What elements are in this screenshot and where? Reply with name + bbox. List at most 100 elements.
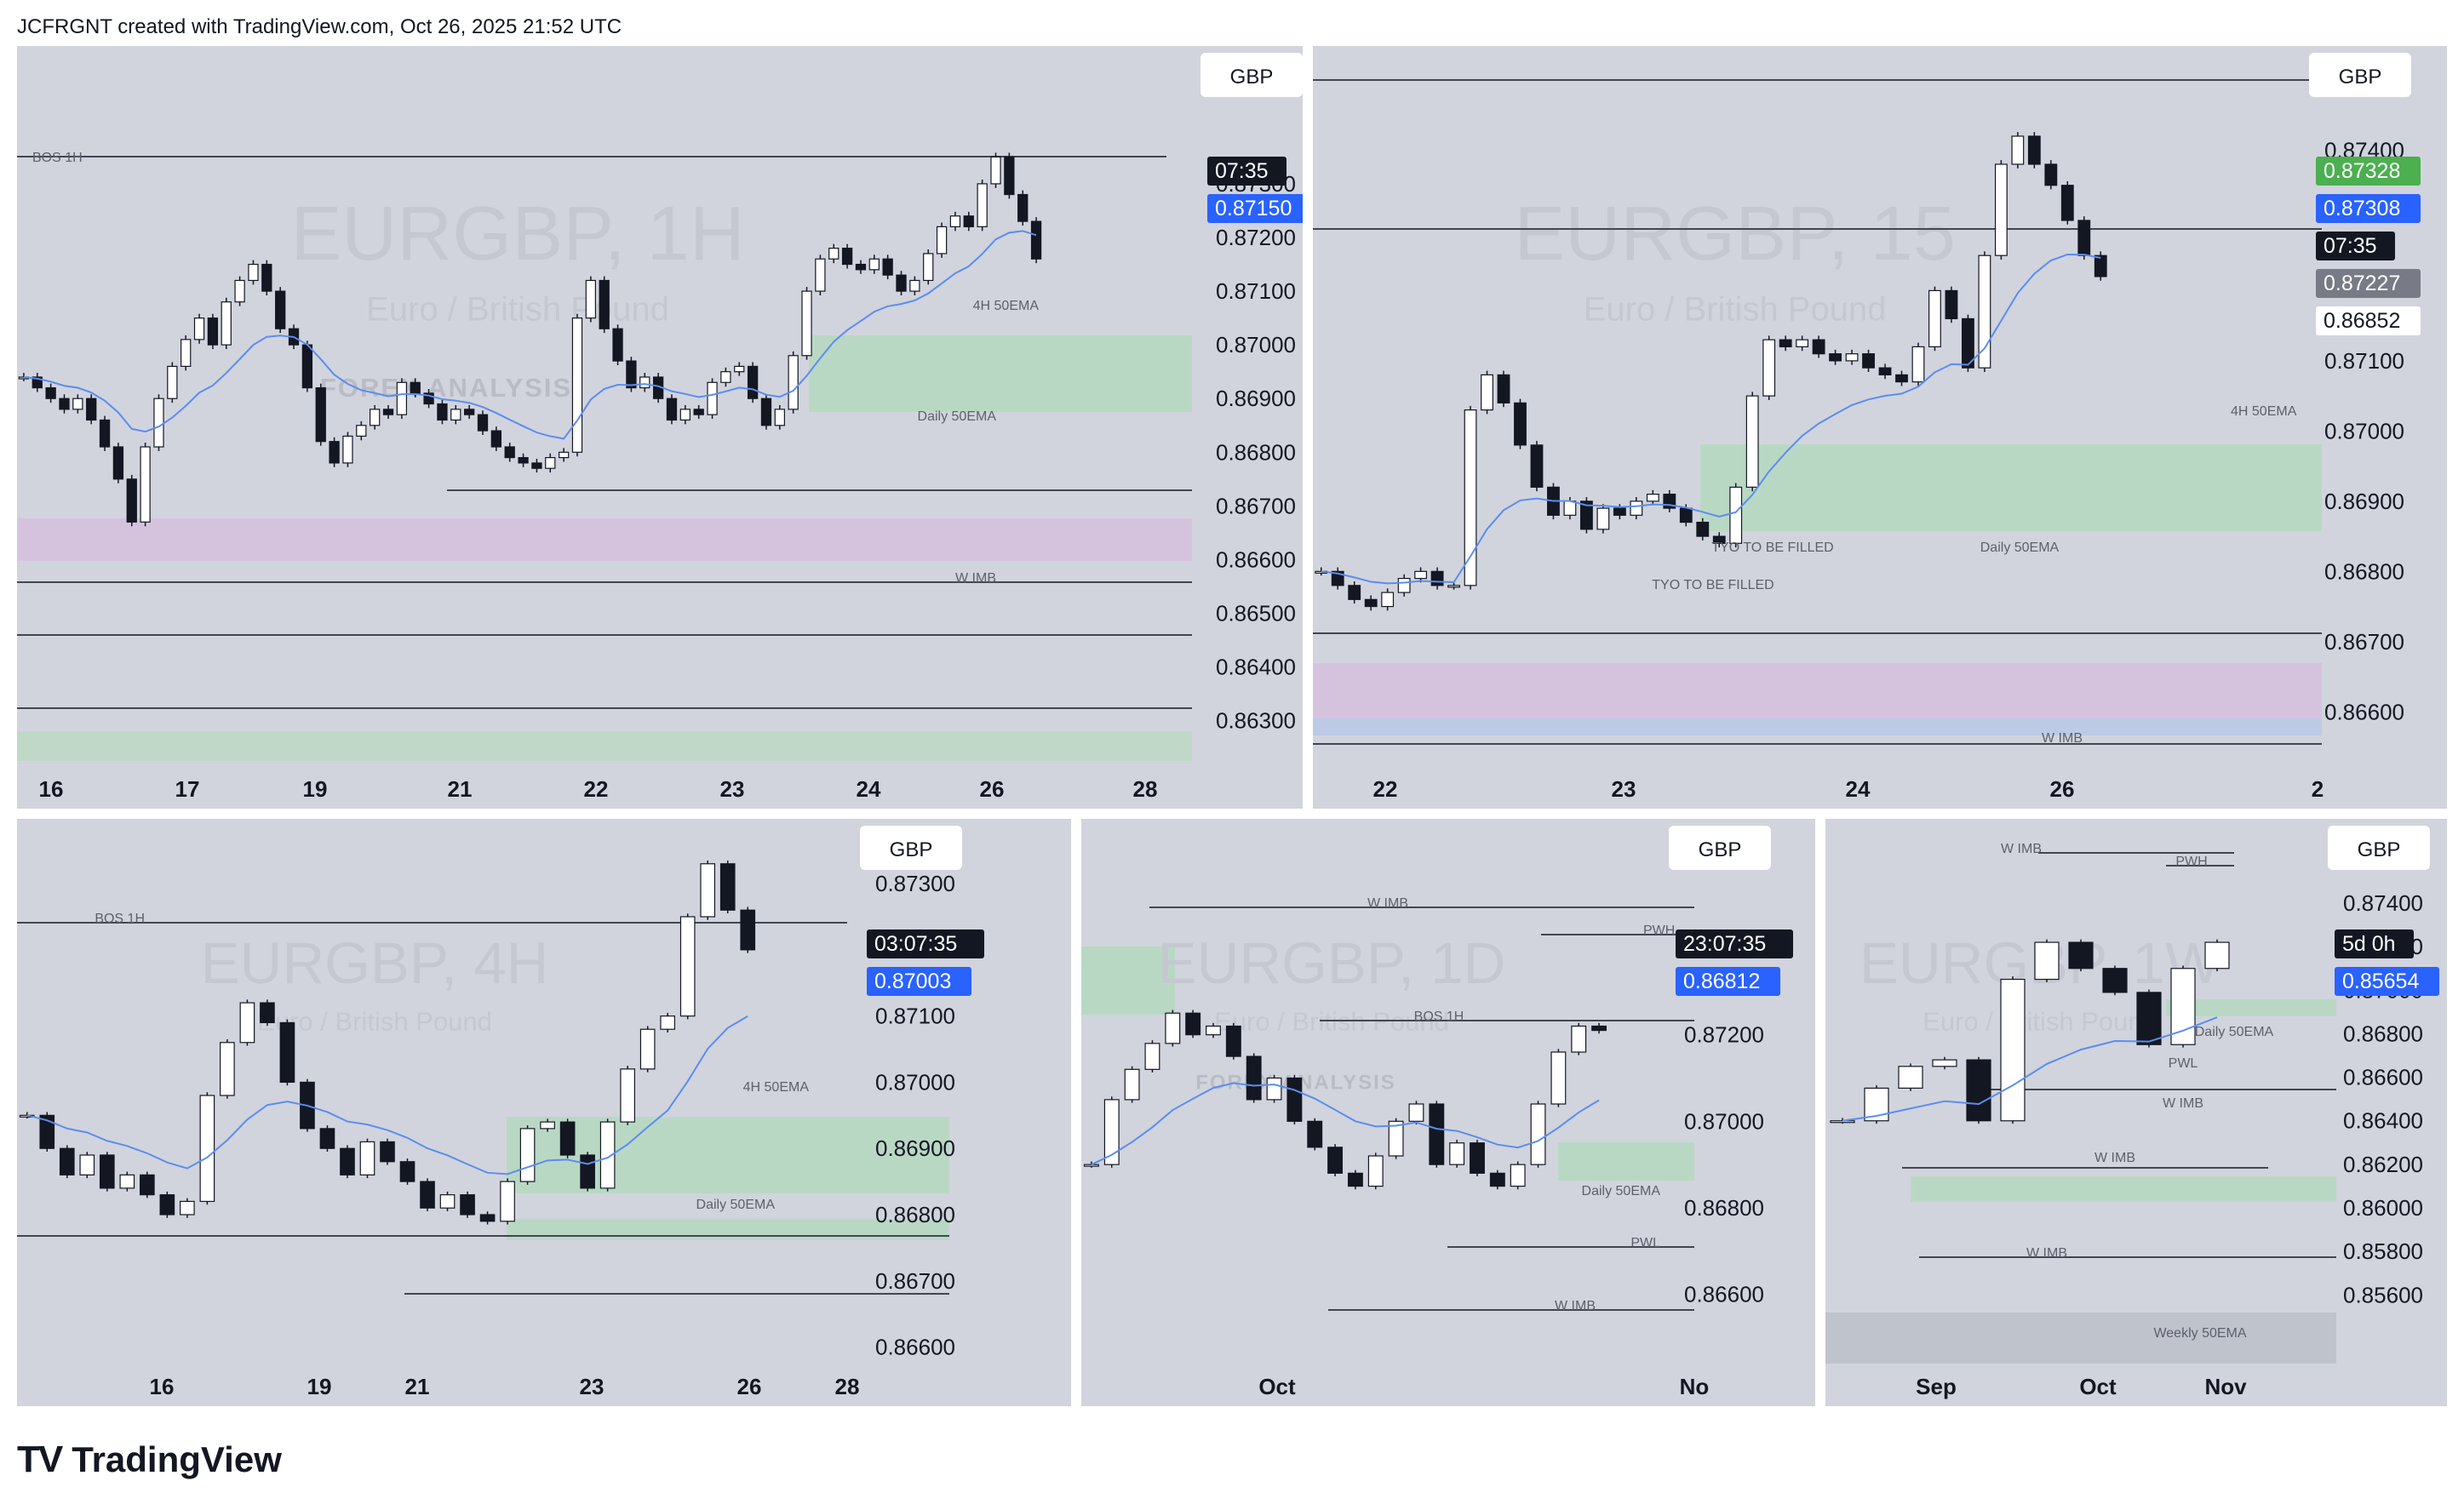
ema-line bbox=[1842, 1016, 2218, 1122]
time-tick-label: 26 bbox=[2050, 776, 2075, 802]
annotation-label: BOS 1H bbox=[95, 912, 145, 926]
watermark-name: Euro / British Pound bbox=[1922, 1006, 2157, 1036]
candle-body bbox=[2000, 978, 2026, 1122]
price-tick-label: 0.87100 bbox=[875, 1004, 955, 1029]
annotation-label: Weekly 50EMA bbox=[2153, 1326, 2246, 1341]
time-tick-label: 23 bbox=[1612, 776, 1636, 802]
candle-body bbox=[1829, 353, 1842, 362]
candle-body bbox=[79, 1154, 95, 1175]
candle-body bbox=[2034, 941, 2060, 981]
candle-body bbox=[99, 419, 111, 448]
candle-body bbox=[181, 339, 192, 367]
price-badge-label: 0.87227 bbox=[2324, 272, 2400, 295]
zone-box bbox=[2166, 999, 2336, 1016]
annotation-label: TYO TO BE FILLED bbox=[1711, 541, 1833, 555]
candle-body bbox=[936, 226, 948, 255]
chart-panel-1w[interactable]: EURGBP, 1W Euro / British Pound W IMB PWH Da… bbox=[1825, 819, 2447, 1406]
candle-body bbox=[1729, 486, 1743, 544]
candle-body bbox=[423, 392, 434, 405]
candle-body bbox=[1945, 289, 1958, 320]
candle-body bbox=[519, 1128, 536, 1182]
chart-panel-1h[interactable]: EURGBP, 1H Euro / British Pound FOREX ANAL… bbox=[17, 46, 1303, 809]
candle-body bbox=[1591, 1025, 1607, 1032]
candle-body bbox=[990, 156, 1001, 185]
candle-body bbox=[126, 478, 137, 523]
price-tick-label: 0.87100 bbox=[2324, 348, 2404, 374]
candle-body bbox=[1994, 163, 2008, 256]
price-tick-label: 0.86700 bbox=[875, 1268, 955, 1294]
candle-body bbox=[1812, 339, 1825, 355]
price-tick-label: 0.86800 bbox=[875, 1202, 955, 1227]
candle-body bbox=[1978, 255, 1991, 369]
candle-body bbox=[1225, 1025, 1241, 1057]
price-badge-label: 03:07:35 bbox=[874, 932, 957, 956]
candle-body bbox=[72, 398, 83, 410]
candle-body bbox=[2060, 185, 2074, 221]
annotation-label: Daily 50EMA bbox=[1582, 1184, 1661, 1198]
watermark-name: Euro / British Pound bbox=[366, 291, 669, 329]
chart-panel-1d[interactable]: EURGBP, 1D Euro / British Pound FOREX ANAL… bbox=[1081, 819, 1815, 1406]
price-tick-label: 0.85800 bbox=[2343, 1238, 2423, 1264]
currency-label: GBP bbox=[1230, 66, 1274, 89]
candle-body bbox=[399, 1161, 415, 1182]
candle-body bbox=[479, 1214, 496, 1222]
price-badge bbox=[2316, 194, 2421, 223]
price-badge-label: 23:07:35 bbox=[1683, 932, 1766, 956]
ema-line bbox=[26, 1015, 748, 1175]
candle-body bbox=[558, 451, 570, 459]
annotation-label: BOS 1H bbox=[1414, 1010, 1464, 1024]
time-tick-label: 28 bbox=[835, 1374, 860, 1399]
price-badge bbox=[1676, 929, 1793, 958]
candle-body bbox=[1103, 1099, 1120, 1165]
zone-box bbox=[1911, 1176, 2336, 1202]
candle-body bbox=[1932, 1059, 1957, 1067]
chart-panel-15m[interactable]: EURGBP, 15 Euro / British Pound 4H 50EMA TY… bbox=[1313, 46, 2447, 809]
annotation-label: W IMB bbox=[955, 571, 996, 586]
candle-body bbox=[2068, 941, 2094, 969]
price-tick-label: 0.86800 bbox=[1216, 439, 1296, 465]
candle-body bbox=[275, 290, 286, 329]
annotation-label: 4H 50EMA bbox=[2231, 404, 2297, 419]
candle-body bbox=[599, 279, 610, 329]
candle-body bbox=[59, 1147, 75, 1175]
candle-body bbox=[1895, 374, 1908, 383]
candle-body bbox=[1845, 353, 1859, 362]
candle-body bbox=[1579, 500, 1593, 530]
candle-body bbox=[1447, 585, 1460, 588]
time-tick-label: 24 bbox=[1846, 776, 1871, 802]
candle-body bbox=[1408, 1103, 1424, 1122]
candle-body bbox=[420, 1181, 435, 1209]
candle-body bbox=[1966, 1059, 1991, 1122]
chart-panel-4h[interactable]: EURGBP, 4H Euro / British Pound BOS 1H 4H 5… bbox=[17, 819, 1071, 1406]
candle-body bbox=[342, 435, 353, 464]
candle-body bbox=[180, 1200, 195, 1215]
candle-body bbox=[1286, 1077, 1303, 1122]
price-tick-label: 0.86800 bbox=[2324, 558, 2404, 584]
price-badge bbox=[2335, 929, 2414, 958]
candle-body bbox=[559, 1121, 576, 1156]
candle-body bbox=[693, 409, 704, 415]
candle-body bbox=[382, 409, 394, 415]
candle-body bbox=[531, 462, 542, 469]
candle-body bbox=[1266, 1077, 1282, 1101]
candle-body bbox=[279, 1021, 295, 1084]
candle-body bbox=[1962, 317, 1974, 369]
price-badge bbox=[2316, 157, 2421, 186]
candle-body bbox=[32, 376, 43, 389]
time-tick-label: No bbox=[1680, 1374, 1710, 1399]
annotation-label: PWH bbox=[1643, 924, 1675, 938]
candle-body bbox=[700, 863, 716, 918]
annotation-label: TYO TO BE FILLED bbox=[1652, 578, 1774, 592]
annotation-label: Daily 50EMA bbox=[696, 1198, 776, 1212]
watermark-brand: FOREX ANALYSIS bbox=[320, 373, 572, 403]
candle-body bbox=[1144, 1043, 1160, 1070]
candle-body bbox=[666, 398, 678, 421]
time-tick-label: 23 bbox=[720, 776, 745, 802]
price-tick-label: 0.86900 bbox=[875, 1135, 955, 1161]
annotation-label: PWL bbox=[1630, 1236, 1660, 1250]
candle-body bbox=[1646, 493, 1659, 502]
price-badge-label: 0.86812 bbox=[1683, 969, 1760, 993]
candle-body bbox=[882, 258, 893, 276]
candle-body bbox=[719, 863, 736, 911]
watermark-name: Euro / British Pound bbox=[1584, 291, 1887, 329]
